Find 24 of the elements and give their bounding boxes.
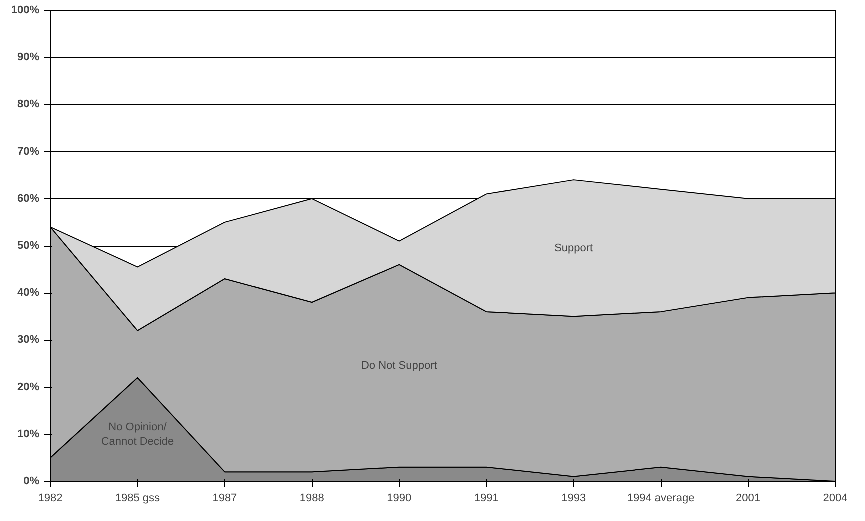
y-tick-label: 70% <box>17 146 40 158</box>
y-tick-label: 90% <box>17 52 40 64</box>
x-tick-label: 2004 <box>823 492 848 504</box>
series-label: Support <box>554 242 594 254</box>
x-tick-label: 1991 <box>474 492 499 504</box>
series-label: Do Not Support <box>361 360 438 372</box>
y-tick-label: 100% <box>11 4 40 16</box>
x-tick-label: 1993 <box>562 492 586 504</box>
x-tick-label: 1982 <box>38 492 63 504</box>
x-tick-label: 1988 <box>300 492 324 504</box>
y-tick-label: 20% <box>17 381 40 394</box>
y-tick-label: 80% <box>17 98 40 111</box>
x-tick-label: 1987 <box>212 492 238 504</box>
y-tick-label: 60% <box>17 192 40 205</box>
x-tick-label: 2001 <box>736 492 761 504</box>
y-tick-label: 50% <box>17 240 40 252</box>
y-tick-label: 40% <box>17 287 40 300</box>
series-label: No Opinion/ Cannot Decide <box>101 422 174 448</box>
y-tick-label: 0% <box>24 476 40 488</box>
x-tick-label: 1985 gss <box>115 492 161 504</box>
y-tick-label: 10% <box>17 428 40 440</box>
x-tick-label: 1990 <box>387 492 412 504</box>
x-tick-label: 1994 average <box>627 492 695 504</box>
y-tick-label: 30% <box>17 334 40 346</box>
